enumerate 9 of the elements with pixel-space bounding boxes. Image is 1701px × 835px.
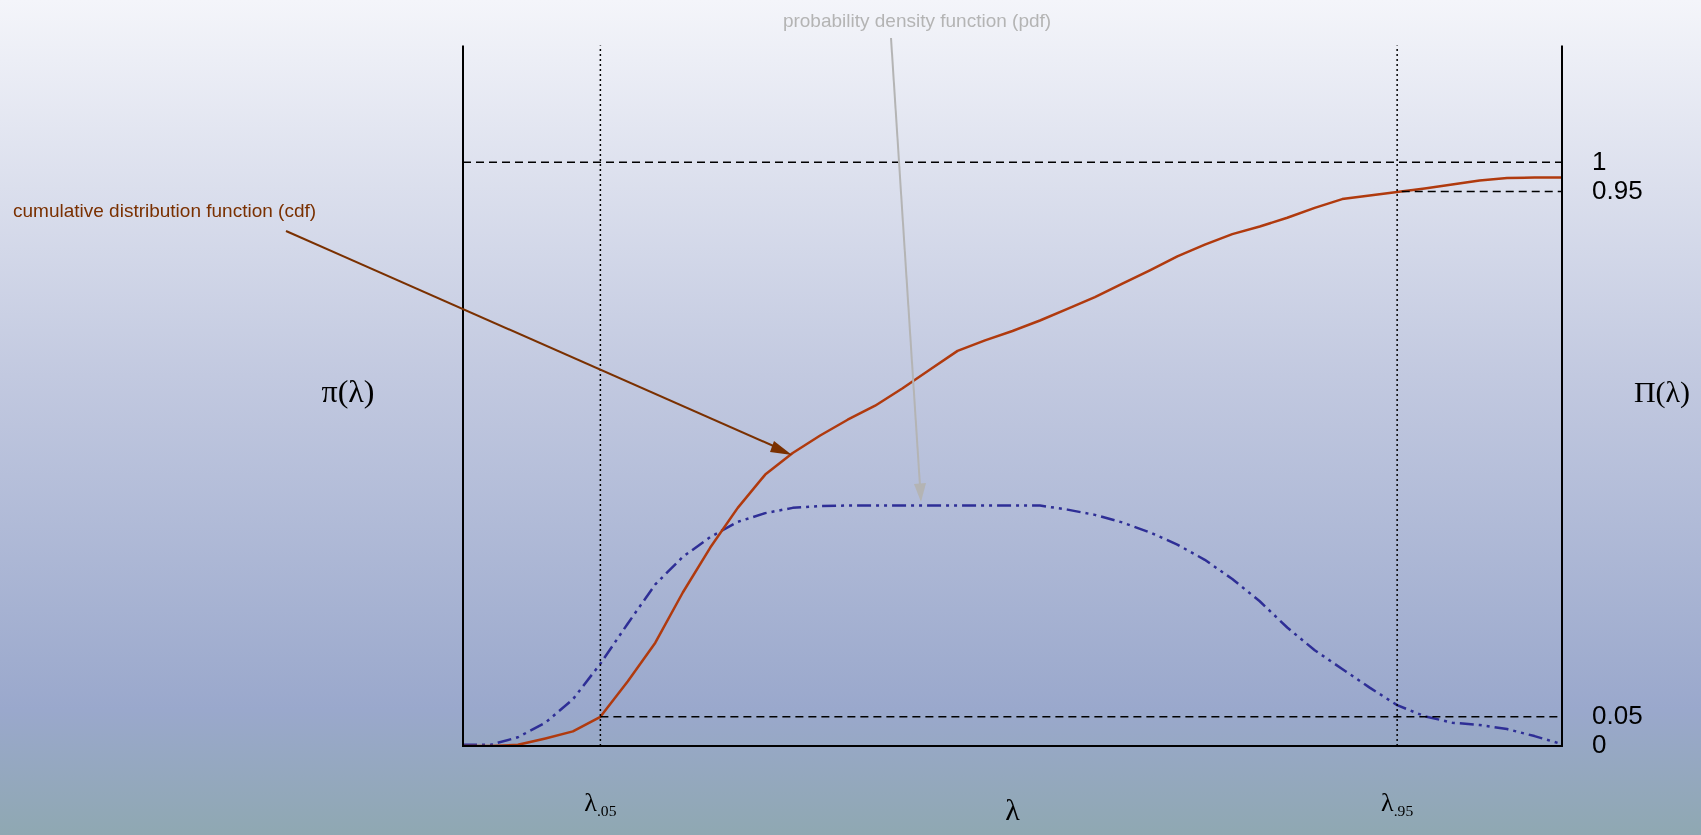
- x-axis-title: λ: [1005, 792, 1021, 826]
- y-axis-title: π(λ): [321, 373, 375, 410]
- y-tick-label: 1: [1592, 145, 1607, 176]
- text: cumulative distribution function (cdf): [13, 200, 317, 222]
- text: probability density function (pdf): [782, 10, 1052, 32]
- y2-axis-title: Π(λ): [1633, 374, 1691, 409]
- y-tick-label: 0.95: [1592, 174, 1643, 205]
- y-tick-label: 0.05: [1592, 699, 1643, 730]
- y-tick-label: 0: [1592, 729, 1607, 760]
